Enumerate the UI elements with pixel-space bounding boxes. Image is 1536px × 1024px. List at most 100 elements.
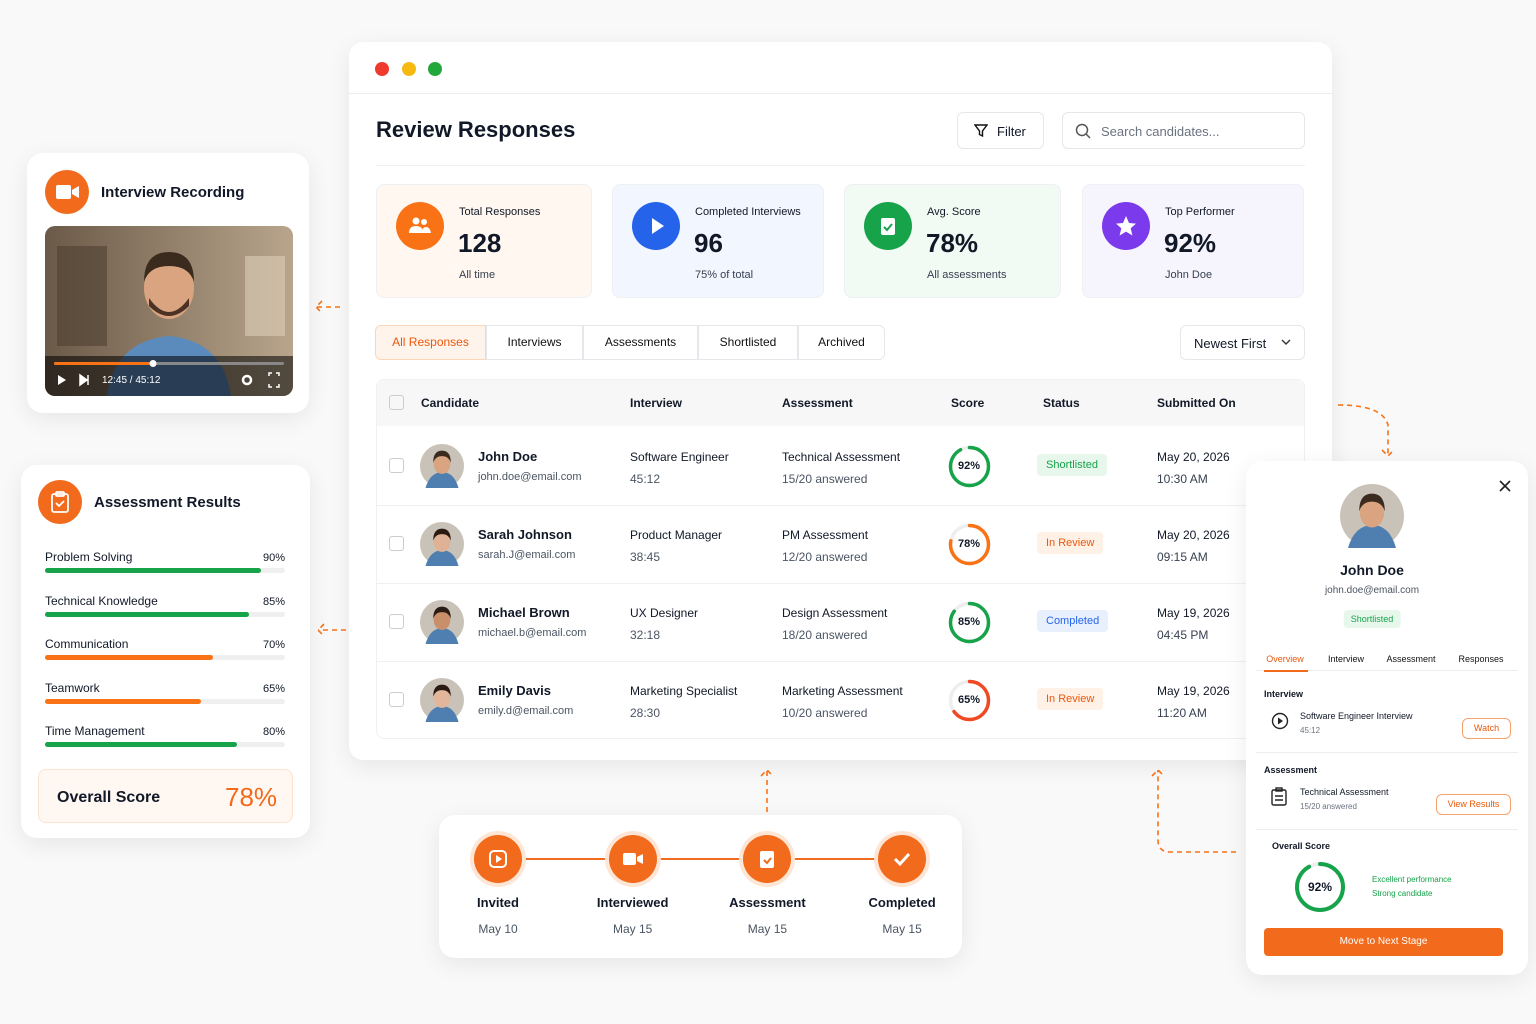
timeline-card: Invited May 10 Interviewed May 15 Assessment… bbox=[439, 815, 962, 958]
detail-tab[interactable]: Overview bbox=[1266, 654, 1304, 664]
stage-icon bbox=[743, 835, 792, 883]
item-sub: 15/20 answered bbox=[1300, 802, 1357, 811]
avatar-body bbox=[425, 706, 459, 722]
avatar-hair bbox=[433, 684, 451, 697]
watch-button[interactable]: Watch bbox=[1462, 718, 1511, 739]
skill-percent: 70% bbox=[262, 639, 285, 651]
interview-duration: 38:45 bbox=[630, 550, 661, 564]
column-header: Score bbox=[951, 396, 985, 410]
next-stage-button[interactable]: Move to Next Stage bbox=[1264, 928, 1503, 956]
assessment-answered: 12/20 answered bbox=[782, 550, 868, 564]
search-input[interactable]: Search candidates... bbox=[1062, 112, 1305, 149]
filter-tab[interactable]: Archived bbox=[798, 325, 885, 360]
filter-tab[interactable]: All Responses bbox=[375, 325, 486, 360]
filter-tab[interactable]: Assessments bbox=[583, 325, 698, 360]
column-header: Submitted On bbox=[1157, 396, 1236, 410]
video-player[interactable] bbox=[45, 226, 293, 396]
submitted-time: 09:15 AM bbox=[1157, 550, 1208, 564]
filter-tab[interactable]: Interviews bbox=[486, 325, 583, 360]
stage-icon bbox=[608, 835, 657, 883]
avatar-face bbox=[433, 687, 451, 708]
view-results-button[interactable]: View Results bbox=[1436, 794, 1511, 815]
skill-name: Communication bbox=[45, 637, 129, 651]
detail-tab[interactable]: Interview bbox=[1327, 654, 1365, 664]
candidate-email: michael.b@email.com bbox=[478, 627, 587, 639]
interview-role: UX Designer bbox=[630, 606, 699, 620]
divider bbox=[376, 165, 1305, 166]
checkbox[interactable] bbox=[389, 536, 404, 551]
avatar-hair bbox=[1359, 493, 1385, 512]
checkbox[interactable] bbox=[389, 395, 404, 410]
submitted-date: May 20, 2026 bbox=[1157, 450, 1230, 464]
score-label: 92% bbox=[1307, 880, 1333, 894]
candidate-email: emily.d@email.com bbox=[478, 705, 574, 717]
camera-glyph bbox=[56, 185, 79, 199]
stat-value: 128 bbox=[458, 228, 502, 258]
skill-name: Problem Solving bbox=[45, 550, 133, 564]
stat-label: Top Performer bbox=[1165, 206, 1235, 218]
column-header: Status bbox=[1043, 396, 1080, 410]
item-sub: 45:12 bbox=[1300, 726, 1321, 735]
candidate-email: sarah.J@email.com bbox=[478, 549, 576, 561]
submitted-date: May 19, 2026 bbox=[1157, 606, 1230, 620]
avatar bbox=[420, 678, 464, 722]
interview-duration: 28:30 bbox=[630, 706, 661, 720]
checkbox[interactable] bbox=[389, 614, 404, 629]
close-button[interactable] bbox=[1499, 480, 1511, 492]
skill-name: Technical Knowledge bbox=[45, 593, 158, 608]
stage-label: Assessment bbox=[729, 895, 806, 910]
stage-label: Completed bbox=[868, 895, 936, 910]
skill-percent: 65% bbox=[262, 682, 285, 695]
checkbox[interactable] bbox=[389, 692, 404, 707]
sort-label: Newest First bbox=[1194, 336, 1267, 351]
card-title: Assessment Results bbox=[94, 494, 241, 511]
bar-fill bbox=[45, 611, 249, 617]
stat-value: 96 bbox=[694, 228, 723, 258]
results-icon bbox=[38, 480, 82, 524]
stat-label: Total Responses bbox=[459, 206, 541, 218]
stage-date: May 15 bbox=[882, 922, 922, 936]
stat-card: Total Responses 128 All time bbox=[376, 184, 592, 298]
filter-button[interactable]: Filter bbox=[957, 112, 1044, 149]
skill-percent: 80% bbox=[262, 726, 285, 738]
sort-dropdown[interactable]: Newest First bbox=[1180, 325, 1305, 360]
assessment-answered: 15/20 answered bbox=[782, 472, 868, 486]
candidate-detail-panel: John Doe john.doe@email.com Shortlisted … bbox=[1246, 461, 1528, 975]
item-title: Technical Assessment bbox=[1300, 787, 1389, 797]
overall-label: Overall Score bbox=[57, 789, 161, 806]
stage-glyph bbox=[622, 853, 643, 865]
detail-tab[interactable]: Assessment bbox=[1386, 654, 1436, 664]
table-header bbox=[377, 380, 1304, 426]
score-ring bbox=[948, 445, 990, 487]
ring-arc bbox=[948, 445, 990, 487]
stat-icon bbox=[864, 202, 912, 250]
interview-role: Marketing Specialist bbox=[630, 684, 738, 698]
score-ring bbox=[948, 601, 990, 643]
stat-icon bbox=[632, 202, 680, 250]
avatar-face bbox=[433, 453, 451, 474]
ring-arc bbox=[948, 679, 990, 721]
checkbox[interactable] bbox=[389, 458, 404, 473]
column-header: Interview bbox=[630, 396, 683, 410]
avatar-hair bbox=[433, 528, 451, 541]
filter-icon bbox=[974, 124, 988, 138]
stat-glyph bbox=[652, 218, 664, 234]
score-label: 65% bbox=[957, 694, 981, 706]
assessment-answered: 10/20 answered bbox=[782, 706, 868, 720]
assessment-name: Technical Assessment bbox=[782, 450, 901, 464]
column-header: Candidate bbox=[421, 396, 480, 410]
search-placeholder: Search candidates... bbox=[1101, 124, 1220, 139]
candidate-name: Sarah Johnson bbox=[478, 527, 572, 542]
detail-tab[interactable]: Responses bbox=[1458, 654, 1504, 664]
play-icon bbox=[1271, 712, 1289, 730]
filter-tab[interactable]: Shortlisted bbox=[698, 325, 798, 360]
section-heading: Assessment bbox=[1264, 765, 1318, 775]
section-heading: Interview bbox=[1264, 689, 1304, 699]
submitted-date: May 20, 2026 bbox=[1157, 528, 1230, 542]
stage-icon bbox=[474, 835, 522, 883]
candidate-email: john.doe@email.com bbox=[1324, 585, 1420, 596]
avatar-face bbox=[1359, 498, 1385, 528]
skill-bar bbox=[45, 698, 285, 704]
